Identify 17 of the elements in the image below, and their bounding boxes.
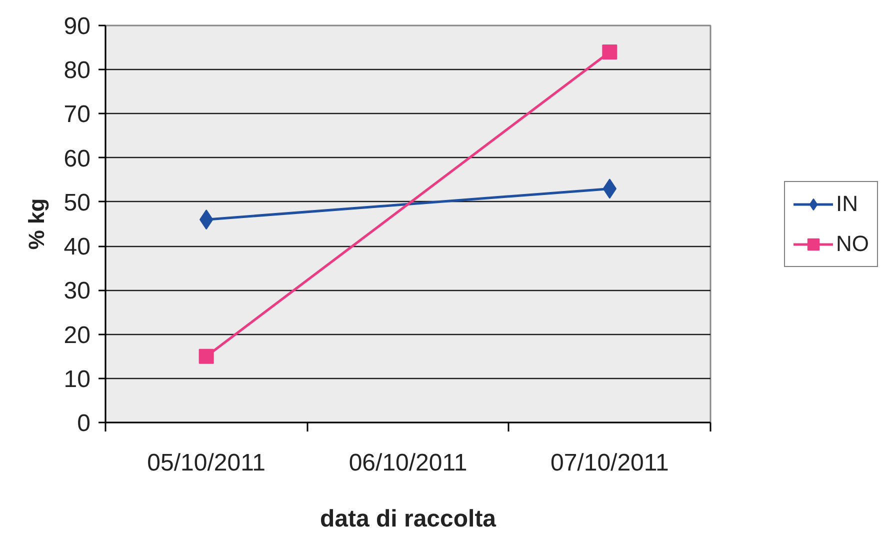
- y-tick-label: 70: [64, 101, 91, 128]
- y-tick-label: 50: [64, 189, 91, 216]
- y-tick-label: 30: [64, 278, 91, 305]
- legend-label: NO: [836, 230, 869, 256]
- y-tick-label: 10: [64, 366, 91, 393]
- y-axis-title: % kg: [24, 198, 49, 250]
- x-tick-label: 07/10/2011: [550, 450, 669, 476]
- y-tick-label: 80: [64, 57, 91, 84]
- legend-label: IN: [836, 190, 858, 216]
- y-tick-label: 40: [64, 234, 91, 261]
- y-tick-label: 20: [64, 322, 91, 349]
- x-tick-label: 05/10/2011: [147, 450, 266, 476]
- y-tick-label: 90: [64, 13, 91, 40]
- x-tick-label: 06/10/2011: [348, 450, 468, 476]
- y-tick-label: 0: [77, 410, 91, 437]
- x-axis-title: data di raccolta: [320, 506, 497, 532]
- y-tick-label: 60: [64, 145, 91, 172]
